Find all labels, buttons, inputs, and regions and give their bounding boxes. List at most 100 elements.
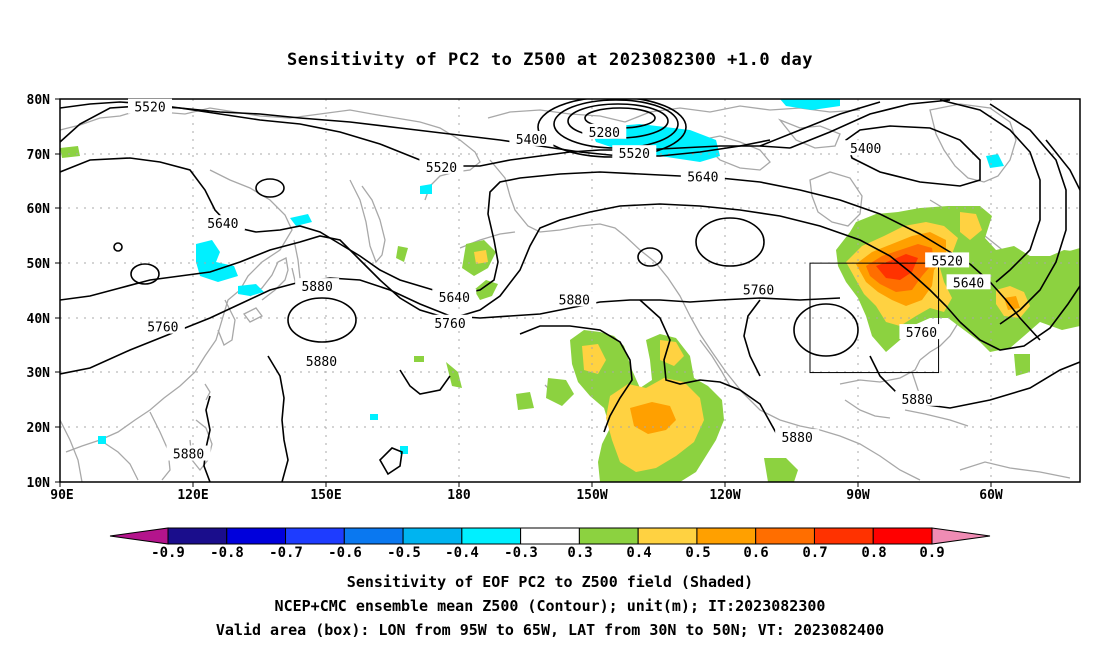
contour-label: 5880 <box>781 431 812 446</box>
colorbar-label: 0.9 <box>919 545 944 561</box>
contour-label-bg <box>680 168 725 184</box>
sensitivity-shading <box>60 99 1080 482</box>
contour-label-bg <box>895 390 940 406</box>
contour-label: 5520 <box>134 101 165 116</box>
contour-label: 5640 <box>439 291 470 306</box>
map-title: Sensitivity of PC2 to Z500 at 2023082300… <box>286 50 813 70</box>
contour-label-bg <box>775 429 820 445</box>
colorbar-label: 0.8 <box>861 545 886 561</box>
longitude-labels: 90E 120E 150E 180 150W 120W 90W 60W <box>50 488 1003 503</box>
valid-area-box <box>809 262 940 374</box>
lon-label: 60W <box>979 488 1003 503</box>
caption-line-3: Valid area (box): LON from 95W to 65W, L… <box>215 621 885 639</box>
lon-label: 120E <box>177 488 208 503</box>
contour-label-bg <box>582 123 627 139</box>
caption-line-1: Sensitivity of EOF PC2 to Z500 field (Sh… <box>346 573 754 591</box>
contour-label-bg <box>428 314 472 330</box>
lat-label: 80N <box>27 93 51 108</box>
contour-label: 5760 <box>147 321 178 336</box>
colorbar-label: 0.4 <box>626 545 651 561</box>
contour-label: 5400 <box>850 142 881 157</box>
map-frame <box>59 98 1081 483</box>
colorbar-label: -0.5 <box>387 545 421 561</box>
contour-label: 5880 <box>301 280 332 295</box>
colorbar-swatch <box>226 527 287 545</box>
contour-label: 5880 <box>901 393 932 408</box>
contour-labels: 5520 5400 5280 5520 5400 5520 5640 5640 5880 5640… <box>128 98 991 463</box>
contour-label: 5520 <box>426 161 457 176</box>
colorbar-label: -0.9 <box>151 545 185 561</box>
contour-label-bg <box>736 281 781 297</box>
colorbar-swatch <box>402 527 463 545</box>
lat-lon-gridlines <box>60 99 1080 482</box>
lat-label: 40N <box>27 312 51 327</box>
colorbar-high-end <box>931 527 991 545</box>
colorbar-swatch <box>813 527 874 545</box>
lon-label: 180 <box>447 488 471 503</box>
colorbar-label: 0.5 <box>685 545 710 561</box>
lon-label: 120W <box>709 488 740 503</box>
lon-label: 150E <box>310 488 341 503</box>
lat-label: 70N <box>27 148 51 163</box>
colorbar-low-end <box>109 527 169 545</box>
colorbar-label: -0.7 <box>269 545 303 561</box>
caption-line-2: NCEP+CMC ensemble mean Z500 (Contour); u… <box>274 597 826 615</box>
lon-label: 90W <box>846 488 870 503</box>
colorbar-label: -0.4 <box>445 545 479 561</box>
colorbar-label: 0.3 <box>567 545 592 561</box>
contour-label-bg <box>946 274 991 290</box>
colorbar-swatch <box>755 527 815 545</box>
colorbar-label: 0.7 <box>802 545 827 561</box>
contour-label-bg <box>899 324 944 340</box>
contour-label: 5880 <box>173 448 204 463</box>
contour-label-bg <box>509 130 554 146</box>
lat-label: 30N <box>27 366 51 381</box>
colorbar-boxes <box>167 527 933 545</box>
lat-label: 50N <box>27 257 51 272</box>
colorbar-label: -0.3 <box>504 545 538 561</box>
colorbar: -0.9 -0.8 -0.7 -0.6 -0.5 -0.4 -0.3 0.3 0… <box>109 527 991 561</box>
colorbar-swatch <box>578 527 639 545</box>
contour-label-bg <box>166 445 211 461</box>
lon-label: 90E <box>50 488 73 503</box>
contour-label-bg <box>612 145 657 161</box>
contour-label-bg <box>432 289 477 305</box>
contour-label: 5520 <box>931 254 962 269</box>
colorbar-label: -0.6 <box>328 545 362 561</box>
contour-label: 5280 <box>589 126 620 141</box>
contour-label-bg <box>419 158 464 174</box>
contour-label: 5400 <box>516 133 547 148</box>
colorbar-swatch <box>520 527 580 545</box>
contour-label-bg <box>128 98 172 114</box>
contour-label-bg <box>552 291 597 307</box>
contour-label: 5760 <box>434 317 465 332</box>
contour-label: 5520 <box>619 147 650 162</box>
lat-label: 20N <box>27 421 51 436</box>
contour-label-bg <box>299 353 344 369</box>
contour-label: 5640 <box>687 171 718 186</box>
contour-label-bg <box>925 252 970 268</box>
contour-label: 5880 <box>559 293 590 308</box>
contour-label-bg <box>843 140 888 156</box>
contour-label: 5640 <box>207 217 238 232</box>
contour-label: 5880 <box>306 355 337 370</box>
colorbar-swatch <box>872 527 933 545</box>
colorbar-label: 0.6 <box>743 545 768 561</box>
colorbar-swatch <box>285 527 345 545</box>
contour-label-bg <box>200 215 245 231</box>
colorbar-swatch <box>167 527 228 545</box>
contour-label-bg <box>140 318 185 334</box>
colorbar-swatch <box>461 527 522 545</box>
colorbar-label: -0.8 <box>210 545 244 561</box>
axis-ticks <box>55 98 992 487</box>
lat-label: 10N <box>27 476 51 491</box>
contour-label-bg <box>295 278 340 294</box>
contour-label: 5640 <box>953 276 984 291</box>
colorbar-swatch <box>343 527 404 545</box>
lon-label: 150W <box>576 488 607 503</box>
latitude-labels: 80N 70N 60N 50N 40N 30N 20N 10N <box>27 93 51 491</box>
lat-label: 60N <box>27 202 51 217</box>
colorbar-swatch <box>696 527 757 545</box>
contour-label: 5760 <box>743 283 774 298</box>
